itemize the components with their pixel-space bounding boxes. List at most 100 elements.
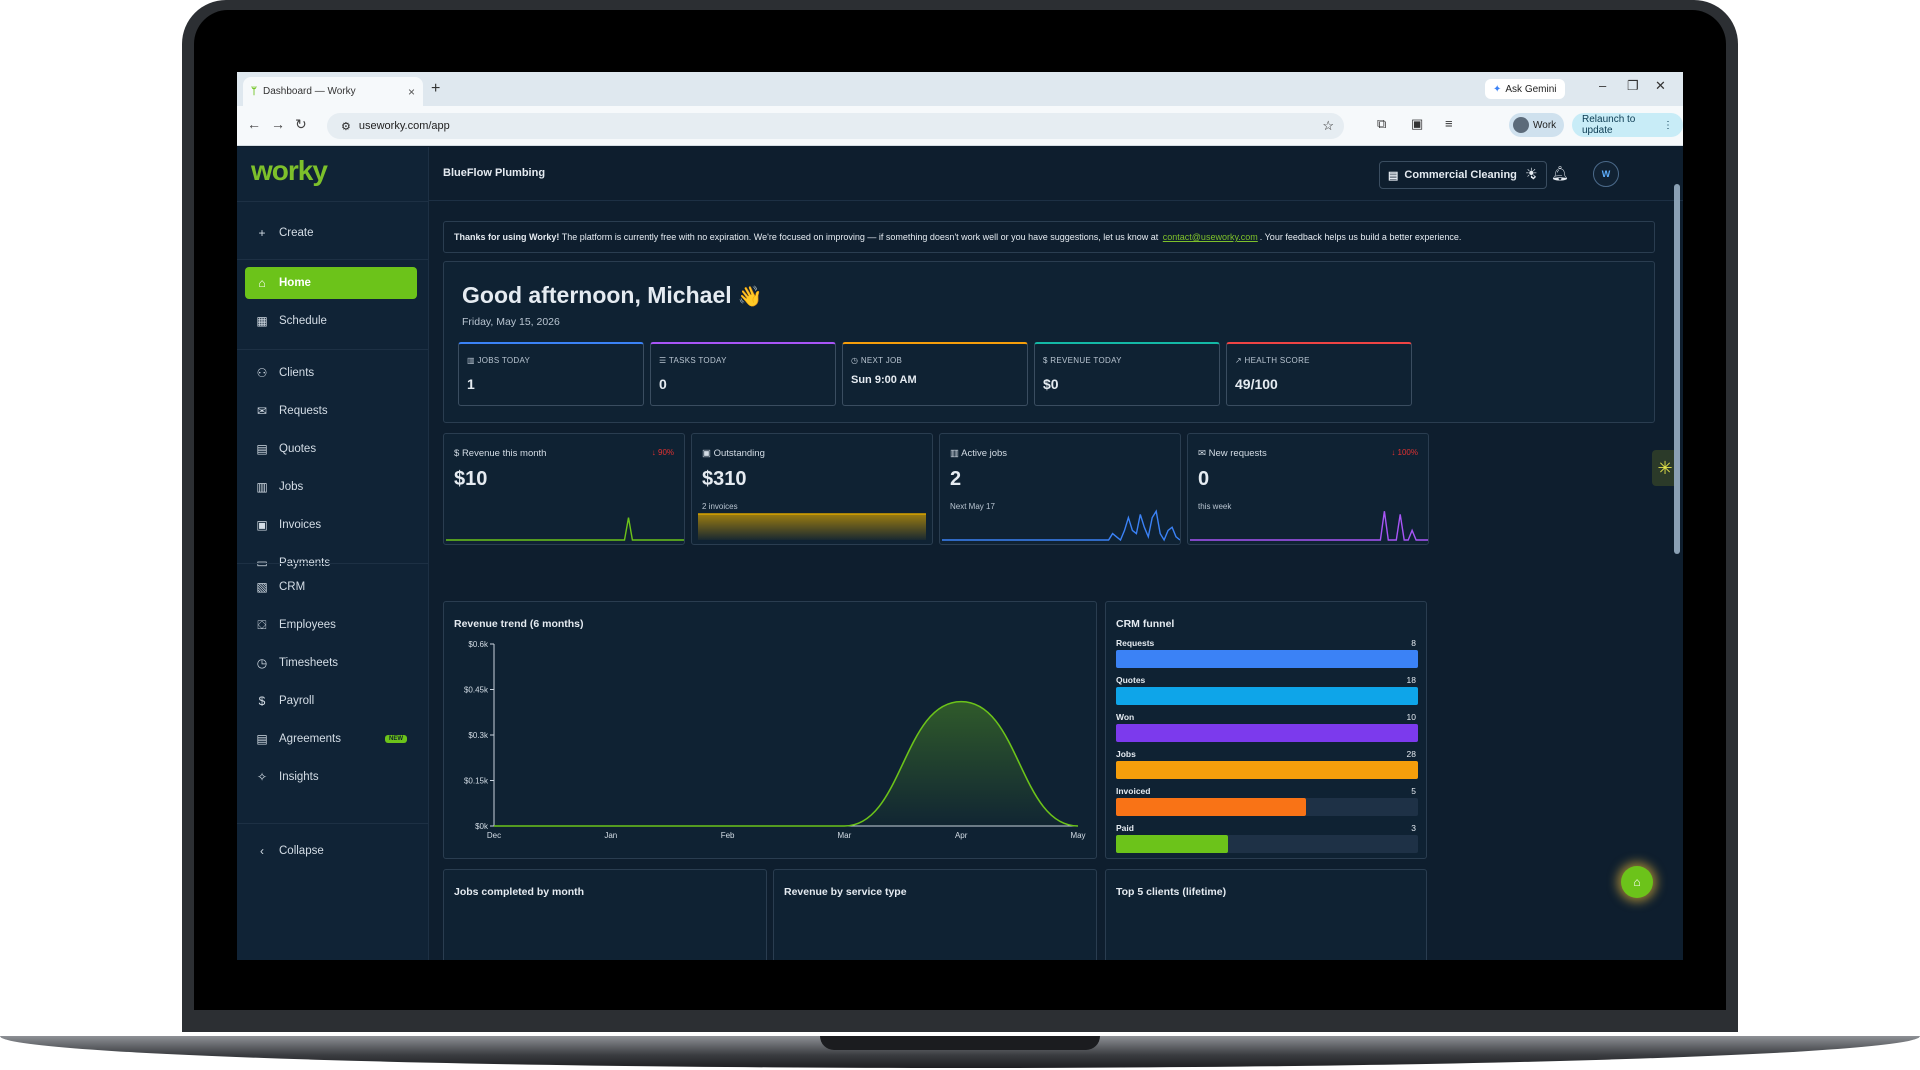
funnel-track: [1116, 650, 1418, 668]
theme-toggle-icon[interactable]: ☀: [1525, 165, 1538, 181]
y-tick-label: $0k: [475, 822, 489, 831]
funnel-bar: [1116, 650, 1418, 668]
industry-selector[interactable]: ▤ Commercial Cleaning ⌄: [1379, 161, 1547, 189]
sidebar-item-payroll[interactable]: $ Payroll: [245, 685, 417, 717]
sidebar-item-employees[interactable]: ⛋ Employees: [245, 609, 417, 641]
user-avatar[interactable]: W: [1593, 161, 1619, 187]
reload-icon[interactable]: ↻: [295, 116, 307, 132]
kpi-label: $ REVENUE TODAY: [1043, 356, 1122, 365]
greeting-date: Friday, May 15, 2026: [462, 316, 560, 328]
home-icon: ⌂: [258, 276, 266, 290]
kpi-tasks-today[interactable]: ☰ TASKS TODAY 0: [650, 342, 836, 406]
metric-outstanding[interactable]: ▣ Outstanding $310 2 invoices: [691, 433, 933, 545]
more-menu-icon[interactable]: ⋮: [1663, 119, 1673, 131]
tab-title: Dashboard — Worky: [263, 86, 356, 97]
forward-icon[interactable]: →: [271, 116, 285, 132]
sidebar-item-label: Employees: [279, 619, 336, 631]
building-icon: ▤: [1388, 169, 1399, 182]
metric-revenue-this-month[interactable]: $ Revenue this month $10 ↓ 90%: [443, 433, 685, 545]
reading-list-icon[interactable]: ≡: [1445, 116, 1453, 131]
revenue-trend-card: Revenue trend (6 months) $0k $0.15k $0.3k $…: [443, 601, 1097, 859]
new-tab-button[interactable]: +: [431, 80, 441, 97]
worky-logo[interactable]: worky: [251, 155, 328, 186]
y-tick-label: $0.3k: [468, 731, 489, 740]
gemini-icon: ✦: [1493, 83, 1502, 95]
restore-icon[interactable]: ❐: [1627, 78, 1639, 93]
create-button[interactable]: + Create: [245, 217, 417, 249]
sidebar-item-home[interactable]: ⌂ Home: [245, 267, 417, 299]
chevron-left-icon: ‹: [260, 844, 264, 858]
url-field[interactable]: ⚙ useworky.com/app ☆: [327, 113, 1344, 139]
funnel-label: Quotes: [1116, 675, 1146, 685]
company-name: BlueFlow Plumbing: [443, 167, 546, 179]
sidebar-item-invoices[interactable]: ▣ Invoices: [245, 509, 417, 541]
back-icon[interactable]: ←: [247, 116, 261, 132]
top-clients-title: Top 5 clients (lifetime): [1116, 886, 1227, 898]
dollar-icon: $: [454, 448, 460, 459]
crm-funnel-title: CRM funnel: [1116, 618, 1175, 630]
sidebar-item-label: Clients: [279, 367, 315, 379]
bookmark-star-icon[interactable]: ☆: [1322, 118, 1334, 133]
sidebar-item-timesheets[interactable]: ◷ Timesheets: [245, 647, 417, 679]
notice-lead: Thanks for using Worky!: [454, 232, 560, 242]
tasks-icon: ☰: [659, 356, 667, 365]
close-window-icon[interactable]: ✕: [1655, 78, 1666, 93]
notifications-bell-icon[interactable]: 🔔︎: [1551, 165, 1569, 181]
sparkline: [446, 517, 684, 541]
browser-tab[interactable]: ᛘ Dashboard — Worky ×: [243, 77, 423, 106]
profile-label: Work: [1533, 119, 1557, 131]
browser-address-bar: ← → ↻ ⚙ useworky.com/app ☆ ⧉ ▣ ≡ Work Re…: [237, 106, 1683, 146]
sidebar-item-label: Insights: [279, 771, 319, 783]
sparkline: [942, 509, 1180, 542]
wave-icon: 👋: [737, 286, 763, 308]
sidebar-item-label: CRM: [279, 581, 306, 593]
jobs-completed-title: Jobs completed by month: [454, 886, 585, 898]
quote-doc-icon: ▤: [256, 442, 268, 456]
assistant-bot-button[interactable]: ⌂: [1621, 866, 1653, 898]
sidebar-item-schedule[interactable]: ▦ Schedule: [245, 305, 417, 337]
sidebar-item-quotes[interactable]: ▤ Quotes: [245, 433, 417, 465]
site-info-icon[interactable]: ⚙: [341, 120, 351, 133]
relaunch-label: Relaunch to update: [1582, 114, 1636, 136]
sidebar-item-insights[interactable]: ✧ Insights: [245, 761, 417, 793]
funnel-value: 18: [1406, 675, 1416, 685]
funnel-label: Invoiced: [1116, 786, 1151, 796]
cast-icon[interactable]: ▣: [1411, 116, 1424, 131]
collapse-button[interactable]: ‹ Collapse: [245, 835, 417, 867]
funnel-track: [1116, 724, 1418, 742]
metric-active-jobs[interactable]: ▥ Active jobs 2 Next May 17: [939, 433, 1181, 545]
kpi-health-score[interactable]: ↗ HEALTH SCORE 49/100: [1226, 342, 1412, 406]
minimize-icon[interactable]: –: [1599, 78, 1607, 93]
sidebar-item-requests[interactable]: ✉ Requests: [245, 395, 417, 427]
calendar-icon: ▦: [256, 314, 268, 328]
kpi-value: $0: [1043, 376, 1059, 392]
funnel-bar: [1116, 687, 1418, 705]
page-scrollbar[interactable]: [1674, 184, 1680, 554]
extensions-icon[interactable]: ⧉: [1377, 116, 1387, 131]
sidebar-item-label: Requests: [279, 405, 328, 417]
funnel-value: 5: [1411, 786, 1416, 796]
kpi-next-job[interactable]: ◷ NEXT JOB Sun 9:00 AM: [842, 342, 1028, 406]
briefcase-icon: ▥: [950, 448, 959, 459]
kpi-value: 1: [467, 376, 475, 392]
ask-gemini-button[interactable]: ✦ Ask Gemini: [1485, 79, 1565, 99]
contact-email-link[interactable]: contact@useworky.com: [1162, 232, 1258, 242]
sidebar-item-agreements[interactable]: ▤ Agreements NEW: [245, 723, 417, 755]
funnel-bar: [1116, 761, 1418, 779]
notice-tail: . Your feedback helps us build a better …: [1259, 232, 1462, 242]
metric-new-requests[interactable]: ✉ New requests 0 this week ↓ 100%: [1187, 433, 1429, 545]
sidebar-item-crm[interactable]: ▧ CRM: [245, 571, 417, 603]
close-tab-icon[interactable]: ×: [407, 84, 415, 99]
kpi-label: ↗ HEALTH SCORE: [1235, 356, 1310, 365]
x-tick-label: Jan: [604, 831, 617, 840]
funnel-track: [1116, 761, 1418, 779]
jobs-completed-card: Jobs completed by month: [443, 869, 767, 960]
sidebar-item-jobs[interactable]: ▥ Jobs: [245, 471, 417, 503]
extension-sparkle-icon[interactable]: ✳: [1652, 450, 1678, 486]
sidebar-item-label: Agreements: [279, 733, 342, 745]
sidebar-item-clients[interactable]: ⚇ Clients: [245, 357, 417, 389]
relaunch-button[interactable]: Relaunch to update ⋮: [1572, 113, 1683, 137]
kpi-jobs-today[interactable]: ▥ JOBS TODAY 1: [458, 342, 644, 406]
kpi-revenue-today[interactable]: $ REVENUE TODAY $0: [1034, 342, 1220, 406]
profile-chip[interactable]: Work: [1509, 113, 1565, 137]
